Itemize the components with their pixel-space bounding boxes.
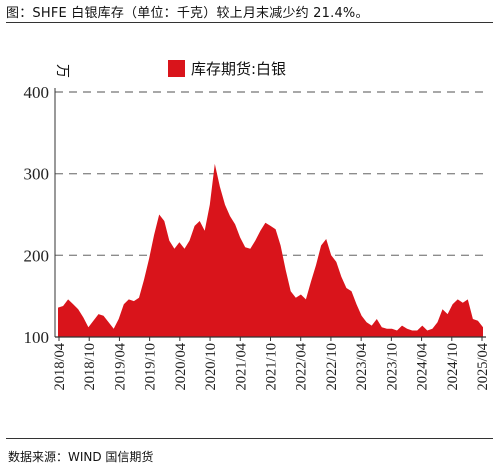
y-axis-unit-label: 万 — [54, 64, 70, 78]
x-tick-label: 2024/10 — [445, 343, 461, 391]
y-tick-label: 400 — [24, 83, 50, 102]
chart-title: 图：SHFE 白银库存（单位：千克）较上月末减少约 21.4%。 — [6, 6, 369, 21]
legend: 库存期货:白银 — [168, 60, 286, 78]
legend-label: 库存期货:白银 — [191, 60, 286, 78]
legend-swatch — [168, 60, 185, 77]
x-tick-label: 2019/04 — [112, 342, 128, 390]
source-note: 数据来源：WIND 国信期货 — [8, 450, 154, 464]
y-tick-label: 100 — [24, 328, 50, 347]
title-rule — [6, 22, 493, 23]
x-tick-label: 2018/10 — [82, 343, 98, 391]
source-rule — [6, 438, 493, 439]
x-tick-label: 2022/10 — [324, 343, 340, 391]
x-tick-label: 2018/04 — [52, 342, 68, 390]
x-tick-label: 2024/04 — [415, 342, 431, 390]
y-tick-label: 200 — [24, 246, 50, 265]
x-tick-label: 2021/04 — [233, 342, 249, 390]
area-layer — [58, 163, 483, 337]
x-tick-label: 2019/10 — [143, 343, 159, 391]
x-tick-label: 2020/04 — [173, 342, 189, 390]
x-tick-label: 2020/10 — [203, 343, 219, 391]
x-tick-label: 2022/04 — [294, 342, 310, 390]
series-area-silver-inventory — [58, 163, 483, 337]
x-tick-label: 2021/10 — [264, 343, 280, 391]
y-tick-label: 300 — [24, 165, 50, 184]
x-tick-label: 2023/04 — [354, 342, 370, 390]
x-tick-label: 2025/04 — [475, 342, 491, 390]
axis-layer: 2018/04 2018/10 2019/04 2019/10 2020/04 2020/… — [52, 88, 491, 391]
x-tick-label: 2023/10 — [384, 343, 400, 391]
